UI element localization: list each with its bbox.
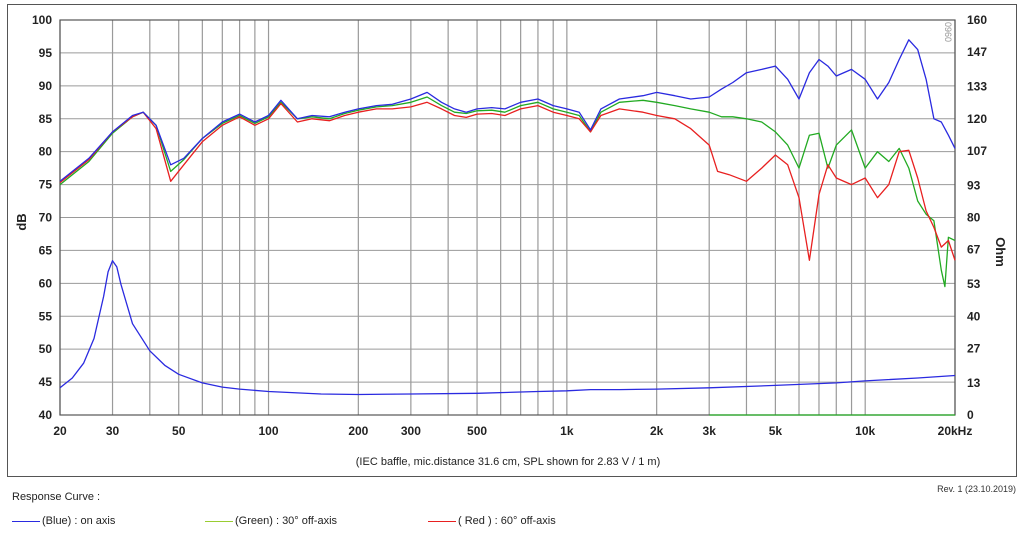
series-line-2: [59, 101, 956, 261]
y-left-tick-label: 60: [39, 276, 53, 290]
x-tick-label: 1k: [560, 424, 574, 438]
x-tick-label: 20kHz: [938, 424, 973, 438]
y-right-tick-label: 147: [967, 45, 987, 59]
legend-swatch-red: [428, 520, 456, 522]
y-right-tick-label: 133: [967, 80, 987, 94]
x-tick-label: 300: [401, 424, 421, 438]
frequency-response-chart: 20 30 50 100 200 300 500 1k 2k 3k 5k 10k 20kHz 10095…: [14, 13, 1008, 468]
watermark-code: 0960: [943, 22, 953, 42]
series-line-3: [59, 260, 956, 396]
y-left-tick-label: 65: [39, 243, 53, 257]
y-left-tick-label: 85: [39, 112, 53, 126]
legend-swatch-green: [205, 520, 233, 522]
x-tick-label: 50: [172, 424, 186, 438]
x-tick-label: 10k: [855, 424, 875, 438]
y-right-tick-label: 67: [967, 243, 981, 257]
y-left-tick-label: 45: [39, 375, 53, 389]
y-right-tick-label: 107: [967, 144, 987, 158]
legend-label-red: ( Red ) : 60° off-axis: [458, 515, 556, 527]
legend-label-green: (Green) : 30° off-axis: [235, 515, 338, 527]
x-tick-labels: 20 30 50 100 200 300 500 1k 2k 3k 5k 10k 20kHz: [53, 424, 972, 438]
y-right-tick-label: 93: [967, 178, 981, 192]
y-right-tick-label: 0: [967, 408, 974, 422]
y-left-tick-label: 90: [39, 79, 53, 93]
y-left-tick-label: 40: [39, 408, 53, 422]
y-right-tick-label: 40: [967, 309, 981, 323]
x-tick-label: 500: [467, 424, 487, 438]
legend-item-red: ( Red ) : 60° off-axis: [428, 515, 556, 527]
plot-border: [59, 19, 956, 416]
legend-title: Response Curve :: [12, 491, 101, 503]
y-left-tick-label: 100: [32, 13, 52, 27]
series-line-1: [59, 96, 956, 288]
legend-label-blue: (Blue) : on axis: [42, 515, 116, 527]
y-left-tick-label: 80: [39, 145, 53, 159]
revision-label: Rev. 1 (23.10.2019): [937, 484, 1016, 494]
x-tick-label: 5k: [769, 424, 783, 438]
legend-swatch-blue: [12, 520, 40, 522]
x-tick-label: 100: [259, 424, 279, 438]
y-left-tick-labels: 100 95 90 85 80 75 70 65 60 55 50 45 40: [32, 13, 52, 422]
y-right-tick-label: 80: [967, 211, 981, 225]
y-axis-label-left: dB: [14, 213, 29, 230]
chart-caption: (IEC baffle, mic.distance 31.6 cm, SPL s…: [356, 456, 660, 468]
x-tick-label: 20: [53, 424, 67, 438]
y-left-tick-label: 50: [39, 342, 53, 356]
y-left-tick-label: 55: [39, 309, 53, 323]
y-left-tick-label: 70: [39, 211, 53, 225]
curves: [59, 39, 956, 416]
y-right-tick-label: 53: [967, 277, 981, 291]
chart-frame: [7, 4, 1017, 477]
y-right-tick-label: 27: [967, 341, 981, 355]
y-left-tick-label: 95: [39, 46, 53, 60]
legend-item-green: (Green) : 30° off-axis: [205, 515, 337, 527]
x-tick-label: 2k: [650, 424, 664, 438]
grid: [59, 19, 956, 416]
y-right-tick-label: 160: [967, 13, 987, 27]
y-axis-label-right: Ohm: [993, 237, 1008, 267]
x-tick-label: 30: [106, 424, 120, 438]
x-tick-label: 3k: [703, 424, 717, 438]
y-left-tick-label: 75: [39, 178, 53, 192]
y-right-tick-label: 120: [967, 112, 987, 126]
legend-item-blue: (Blue) : on axis: [12, 515, 115, 527]
x-tick-label: 200: [348, 424, 368, 438]
y-right-tick-label: 13: [967, 376, 981, 390]
y-right-tick-labels: 160 147 133 120 107 93 80 67 53 40 27 13 0: [967, 13, 987, 422]
series-line-0: [59, 39, 956, 182]
